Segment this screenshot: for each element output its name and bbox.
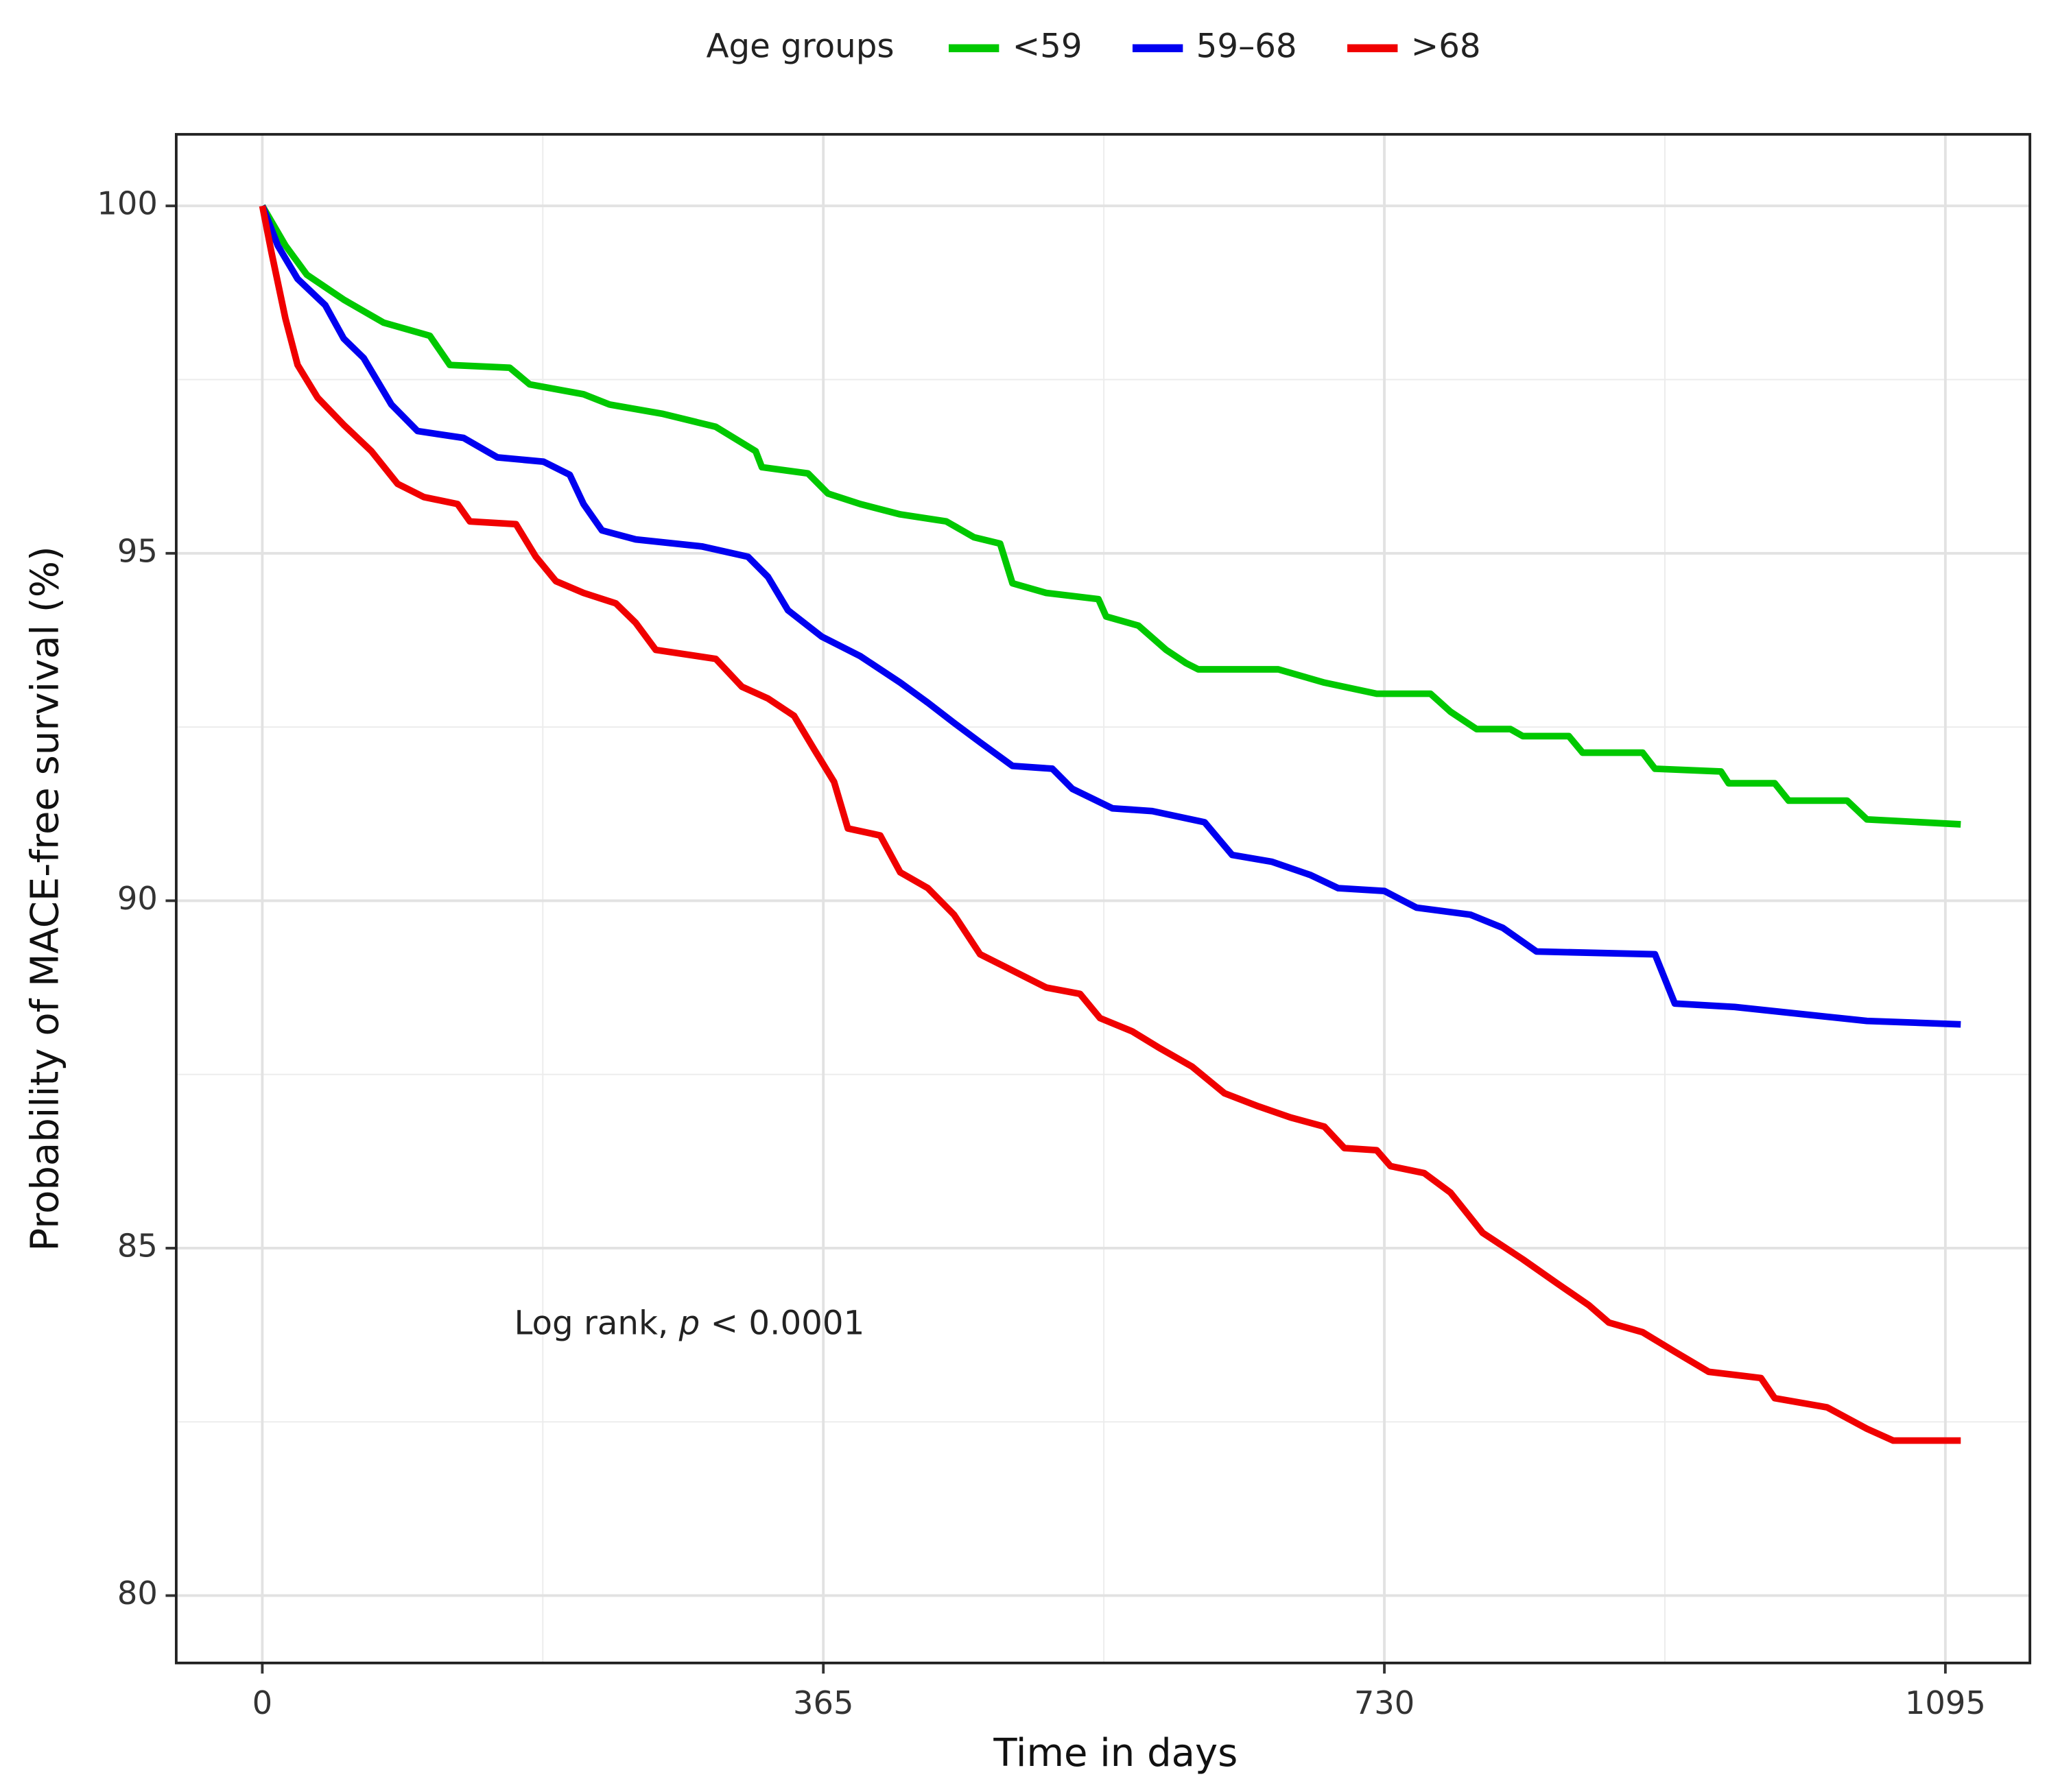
y-tick-label: 95 [117, 532, 158, 569]
annotation-text: < 0.0001 [700, 1304, 864, 1342]
annotation-text: p [678, 1304, 700, 1342]
y-tick-label: 85 [117, 1227, 158, 1264]
survival-curve [259, 205, 1961, 1444]
y-tick-label: 90 [117, 880, 158, 917]
x-axis-title: Time in days [993, 1731, 1238, 1776]
legend-title: Age groups [707, 27, 895, 65]
survival-curve [259, 204, 1961, 1028]
x-tick-label: 0 [252, 1684, 273, 1721]
x-tick-label: 365 [793, 1684, 853, 1721]
legend-label: >68 [1411, 27, 1481, 65]
annotation: Log rank, p < 0.0001 [514, 1304, 864, 1342]
annotation-text: Log rank, [514, 1304, 678, 1342]
legend-label: 59–68 [1196, 27, 1297, 65]
y-tick-label: 80 [117, 1575, 158, 1612]
plot-border [174, 132, 2032, 1664]
y-axis-title: Probability of MACE-free survival (%) [23, 546, 68, 1251]
y-tick-label: 100 [97, 185, 157, 222]
survival-curve [259, 204, 1961, 828]
x-tick-label: 1095 [1905, 1684, 1986, 1721]
x-tick-label: 730 [1354, 1684, 1415, 1721]
legend-label: <59 [1013, 27, 1082, 65]
